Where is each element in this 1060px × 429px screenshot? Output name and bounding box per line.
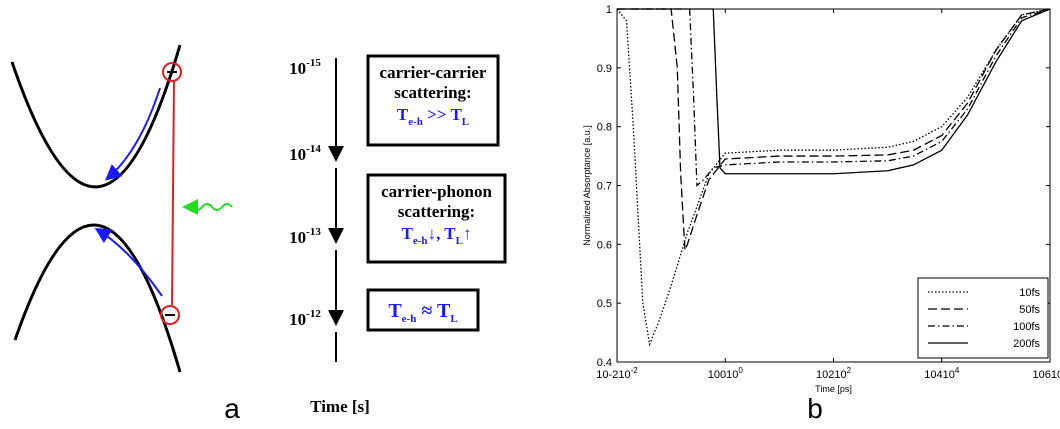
y-tick-label: 0.4: [597, 357, 612, 369]
subscript: e-h: [413, 235, 428, 247]
formula-text: ↓, T: [428, 224, 457, 243]
tick-base: 10: [289, 310, 306, 329]
series-line: [616, 8, 1051, 347]
process-box: [366, 288, 480, 332]
legend: [917, 277, 1049, 359]
y-tick-label: 1: [606, 4, 612, 16]
tick-exponent: -15: [306, 57, 321, 69]
relaxation-arrow: [94, 227, 163, 297]
x-tick-label: 102102: [816, 366, 852, 381]
tick-exponent: -14: [306, 143, 321, 155]
y-axis-label: Normalized Absorptance [a.u.]: [582, 125, 592, 246]
subscript: L: [456, 235, 463, 247]
tick-exponent: -13: [306, 226, 321, 238]
y-tick-label: 0.7: [597, 181, 612, 193]
y-tick-label: 0.8: [597, 122, 612, 134]
panel-label: b: [807, 393, 823, 424]
time-tick: 10-13: [289, 226, 321, 247]
formula: Te-h >> TL: [397, 105, 469, 128]
formula-text: ↑: [463, 224, 472, 243]
excitation-line: [171, 79, 175, 306]
valence-band: [13, 223, 182, 373]
formula: Te-h ≈ TL: [388, 300, 457, 325]
formula-text: T: [402, 224, 414, 243]
y-tick-label: 0.6: [597, 239, 612, 251]
time-tick: 10-12: [289, 308, 321, 329]
formula: Te-h↓, TL↑: [402, 224, 472, 247]
y-tick-label: 0.9: [597, 63, 612, 75]
x-axis-label: Time [ps]: [815, 384, 852, 394]
x-tick-label: 104104: [924, 366, 960, 381]
formula-text: T: [388, 300, 402, 322]
tick-base: 10: [289, 59, 306, 78]
legend-label: 100fs: [1013, 321, 1040, 333]
box-text: carrier-carrier: [380, 63, 487, 82]
tick-exponent: -12: [306, 308, 321, 320]
legend-label: 200fs: [1013, 338, 1040, 350]
box-text: scattering:: [394, 83, 471, 102]
legend-label: 10fs: [1019, 287, 1040, 299]
process-box: [366, 54, 500, 147]
process-box: [366, 173, 507, 264]
box-text: scattering:: [398, 202, 475, 221]
formula-text: ≈ T: [416, 300, 451, 322]
tick-base: 10: [289, 145, 306, 164]
relaxation-arrow: [104, 87, 161, 181]
series-line: [617, 8, 1051, 187]
tick-base: 10: [289, 228, 306, 247]
band-diagram: [10, 44, 233, 373]
subscript: L: [450, 313, 457, 325]
x-tick-label: 10-210-2: [596, 366, 638, 381]
series-line: [617, 8, 1051, 175]
x-tick-label: 100100: [708, 366, 744, 381]
x-tick-label: 106106: [1032, 366, 1060, 381]
time-tick: 10-15: [289, 57, 321, 78]
subscript: L: [462, 116, 469, 128]
time-tick: 10-14: [289, 143, 321, 164]
formula-text: T: [397, 105, 409, 124]
formula-text: >> T: [423, 105, 463, 124]
hole: [160, 305, 180, 325]
electron: [162, 62, 182, 82]
conduction-band: [10, 44, 182, 189]
time-label: Time [s]: [310, 397, 370, 416]
panel-label: a: [224, 393, 240, 424]
box-text: carrier-phonon: [381, 182, 492, 201]
timeline: Time [s]: [310, 58, 370, 416]
subscript: e-h: [408, 116, 423, 128]
series-line: [617, 8, 1051, 251]
photon: [182, 199, 233, 215]
y-tick-label: 0.5: [597, 298, 612, 310]
legend-label: 50fs: [1019, 304, 1040, 316]
subscript: e-h: [402, 313, 417, 325]
